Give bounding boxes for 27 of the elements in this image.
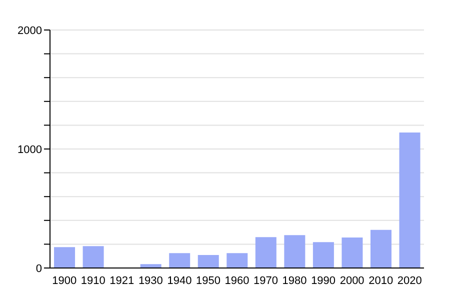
x-tick-label: 1900 xyxy=(52,274,77,287)
bar xyxy=(399,132,420,268)
bar xyxy=(312,242,334,268)
x-tick-label: 1921 xyxy=(110,274,134,287)
x-tick-label: 1910 xyxy=(80,274,106,287)
bar xyxy=(370,230,392,268)
x-tick-label: 1990 xyxy=(311,274,336,287)
x-tick-label: 2000 xyxy=(340,274,364,287)
bar xyxy=(198,255,219,268)
x-tick-label: 1950 xyxy=(196,274,220,287)
x-tick-label: 2010 xyxy=(368,274,394,287)
bar xyxy=(226,253,248,268)
bar xyxy=(284,235,306,268)
bar xyxy=(54,247,76,268)
bar xyxy=(169,253,190,268)
x-tick-label: 1970 xyxy=(254,274,278,287)
y-tick-label: 0 xyxy=(36,262,42,275)
bar xyxy=(255,237,276,268)
y-tick-label: 1000 xyxy=(18,144,42,156)
x-tick-label: 1960 xyxy=(224,274,250,287)
bar xyxy=(342,238,363,268)
x-tick-label: 1980 xyxy=(282,274,307,287)
x-tick-label: 1940 xyxy=(167,274,192,287)
x-tick-label: 1930 xyxy=(138,274,163,287)
y-tick-label: 2000 xyxy=(18,24,42,37)
bar xyxy=(82,246,104,268)
x-tick-label: 2020 xyxy=(397,274,422,287)
